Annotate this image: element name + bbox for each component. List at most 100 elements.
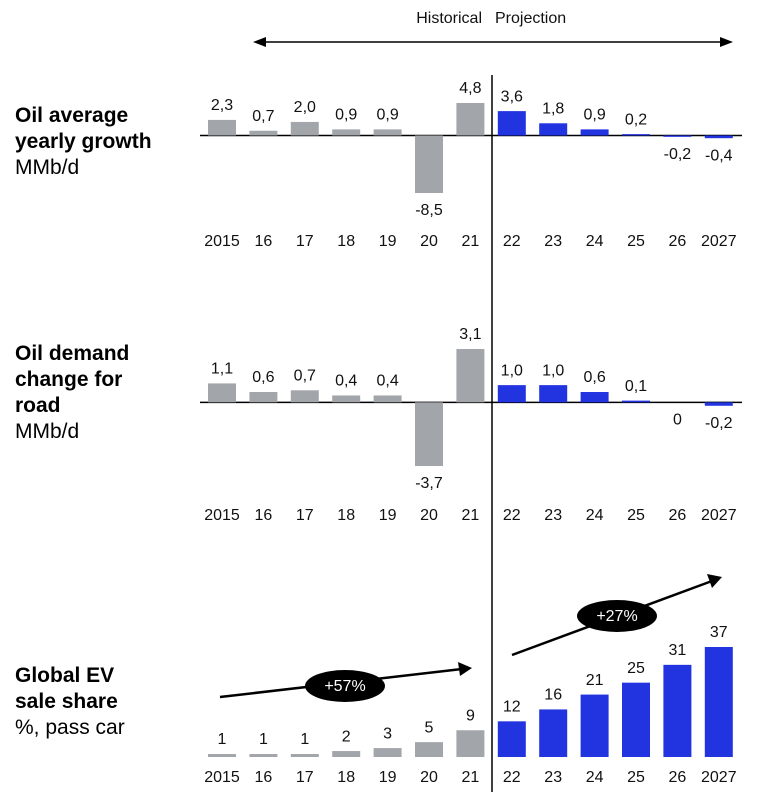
x-tick-label: 24 xyxy=(586,769,604,786)
value-label: 0,6 xyxy=(583,369,605,386)
value-label: -3,7 xyxy=(415,475,443,492)
value-label: -0,4 xyxy=(705,147,733,164)
bar xyxy=(539,385,568,403)
x-tick-label: 19 xyxy=(379,233,397,250)
value-label: 16 xyxy=(544,687,562,704)
title: Oil demand change for road xyxy=(15,342,130,417)
header-label: Historical xyxy=(416,10,482,27)
x-tick-label: 2015 xyxy=(204,507,240,524)
x-tick-label: 22 xyxy=(503,233,521,250)
bar xyxy=(580,392,609,403)
bar xyxy=(704,402,733,406)
x-tick-label: 17 xyxy=(296,507,314,524)
unit: MMb/d xyxy=(15,420,80,443)
x-tick-label: 26 xyxy=(669,507,687,524)
value-label: 0,2 xyxy=(625,111,647,128)
x-tick-label: 25 xyxy=(627,769,645,786)
bar xyxy=(456,730,485,757)
x-tick-label: 2015 xyxy=(204,233,240,250)
x-tick-label: 26 xyxy=(669,769,687,786)
x-tick-label: 20 xyxy=(420,507,438,524)
x-tick-label: 24 xyxy=(586,233,604,250)
x-tick-label: 19 xyxy=(379,507,397,524)
value-label: 2,0 xyxy=(294,99,316,116)
bar xyxy=(373,129,402,136)
value-label: 1,1 xyxy=(211,361,233,378)
value-label: 1 xyxy=(300,731,309,748)
x-tick-label: 18 xyxy=(337,769,355,786)
value-label: 12 xyxy=(503,699,521,716)
bar xyxy=(373,748,402,757)
x-tick-label: 17 xyxy=(296,769,314,786)
value-label: 3,6 xyxy=(501,88,523,105)
bar xyxy=(497,385,526,403)
value-label: 0,4 xyxy=(376,373,398,390)
value-label: 3,1 xyxy=(459,326,481,343)
x-tick-label: 23 xyxy=(544,233,562,250)
bar xyxy=(456,103,485,136)
arrow-head xyxy=(458,662,472,676)
value-label: 21 xyxy=(586,672,604,689)
value-label: -0,2 xyxy=(664,146,692,163)
value-label: 3 xyxy=(383,725,392,742)
x-tick-label: 22 xyxy=(503,769,521,786)
value-label: -0,2 xyxy=(705,415,733,432)
x-tick-label: 16 xyxy=(255,507,273,524)
value-label: 4,8 xyxy=(459,80,481,97)
x-tick-label: 22 xyxy=(503,507,521,524)
x-tick-label: 2027 xyxy=(701,233,737,250)
x-tick-label: 19 xyxy=(379,769,397,786)
bar xyxy=(622,134,650,136)
annotation: +27% xyxy=(596,608,637,625)
value-label: 0,4 xyxy=(335,373,357,390)
bar xyxy=(208,754,236,757)
x-tick-label: 21 xyxy=(462,507,480,524)
bar xyxy=(290,390,319,403)
value-label: 37 xyxy=(710,624,728,641)
value-label: 1 xyxy=(259,731,268,748)
value-label: 1,0 xyxy=(542,362,564,379)
x-tick-label: 23 xyxy=(544,769,562,786)
title: Global EV sale share xyxy=(15,664,118,713)
bar xyxy=(332,395,361,403)
x-tick-label: 2027 xyxy=(701,769,737,786)
x-tick-label: 16 xyxy=(255,233,273,250)
bar xyxy=(249,392,278,403)
bar xyxy=(497,721,526,757)
value-label: 0,9 xyxy=(335,107,357,124)
bar xyxy=(704,647,733,757)
value-label: 9 xyxy=(466,707,475,724)
bar xyxy=(704,135,733,139)
value-label: 0 xyxy=(673,412,682,429)
value-label: 2,3 xyxy=(211,97,233,114)
value-label: 0,6 xyxy=(252,369,274,386)
annotation-bubble xyxy=(305,670,385,702)
arrow-head xyxy=(707,574,722,588)
unit: %, pass car xyxy=(15,716,125,739)
bar xyxy=(415,742,443,757)
bar xyxy=(622,682,650,757)
x-tick-label: 25 xyxy=(627,507,645,524)
value-label: 1 xyxy=(218,731,227,748)
x-tick-label: 20 xyxy=(420,769,438,786)
bar xyxy=(497,111,526,136)
arrow-head xyxy=(720,37,733,47)
x-tick-label: 2027 xyxy=(701,507,737,524)
panel-title: Oil average yearly growth MMb/d xyxy=(15,103,190,181)
title: Oil average yearly growth xyxy=(15,104,152,153)
bar xyxy=(332,129,361,136)
panel-title: Oil demand change for road MMb/d xyxy=(15,341,165,445)
bar xyxy=(539,709,568,757)
x-tick-label: 18 xyxy=(337,507,355,524)
bar xyxy=(208,119,236,136)
annotation-bubble xyxy=(577,600,657,632)
bar xyxy=(580,694,609,757)
x-tick-label: 21 xyxy=(462,769,480,786)
x-tick-label: 2015 xyxy=(204,769,240,786)
unit: MMb/d xyxy=(15,156,80,179)
value-label: 0,7 xyxy=(294,368,316,385)
x-tick-label: 17 xyxy=(296,233,314,250)
value-label: 0,7 xyxy=(252,108,274,125)
value-label: 0,9 xyxy=(583,107,605,124)
